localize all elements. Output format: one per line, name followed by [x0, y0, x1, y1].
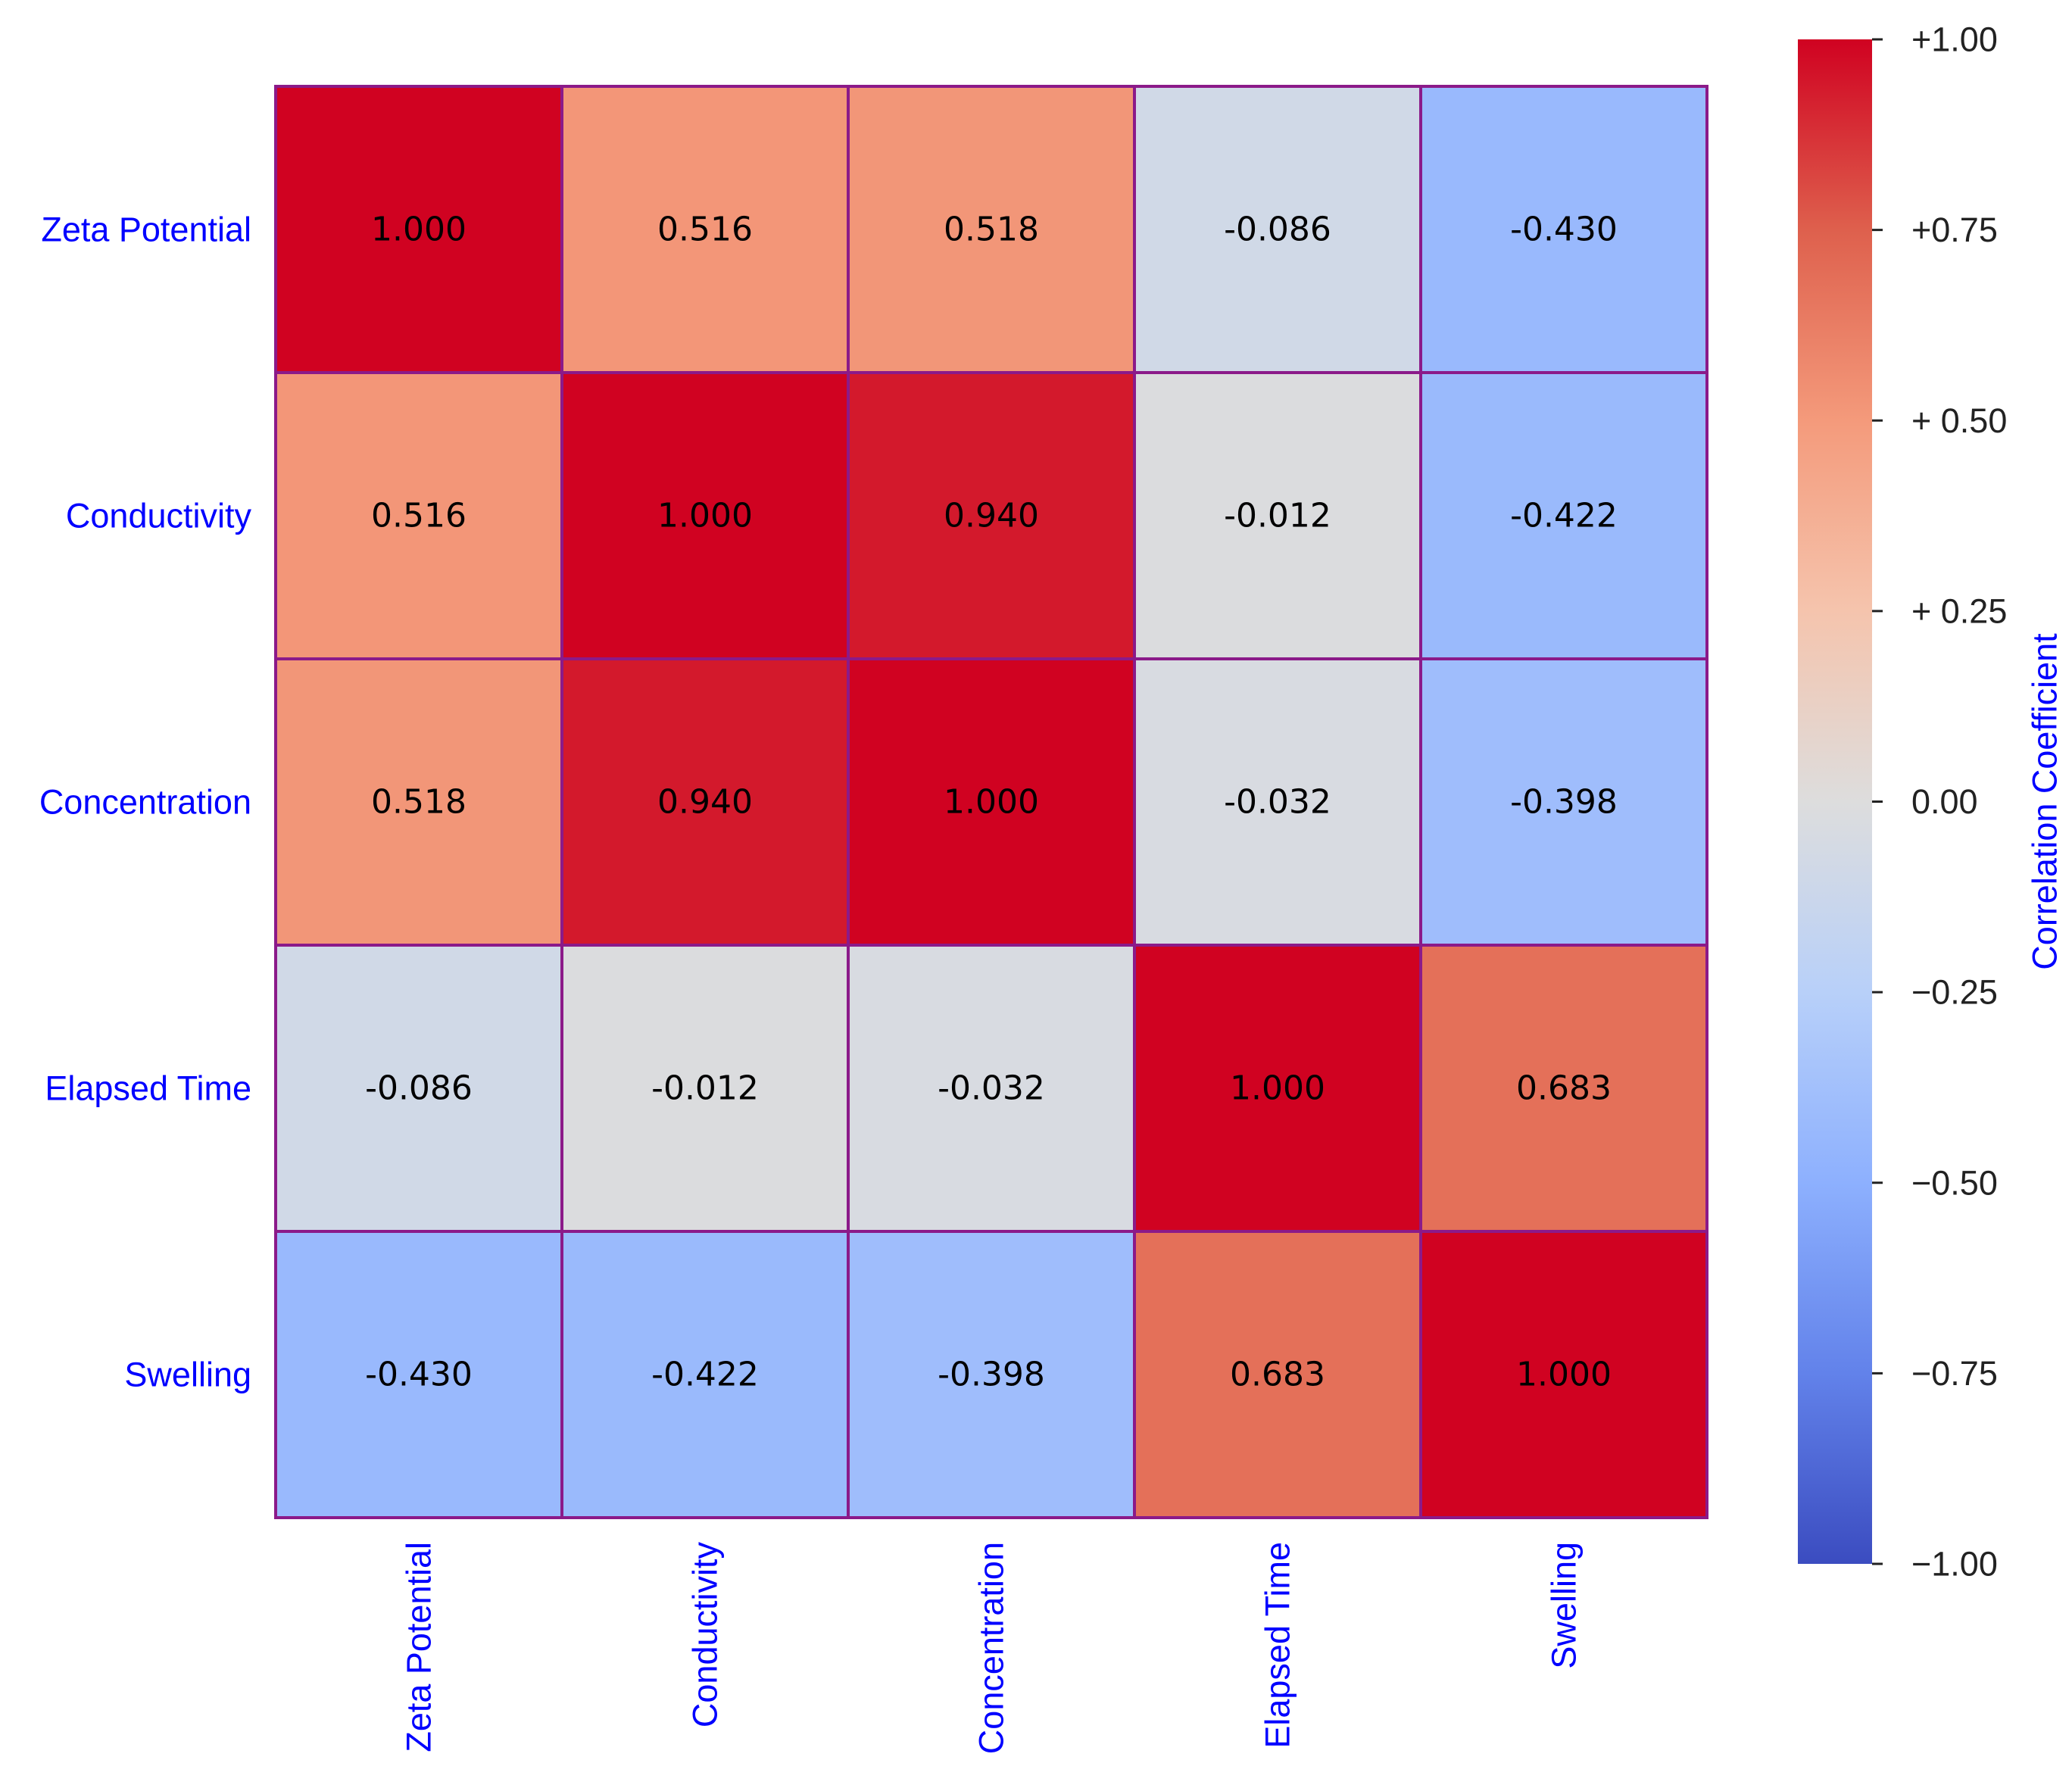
- row-label-1: Conductivity: [66, 497, 252, 535]
- column-labels: Zeta Potential Conductivity Concentration E…: [400, 1542, 1584, 1755]
- colorbar-tick-label-5: −0.25: [1911, 973, 1998, 1012]
- colorbar-ticks: +1.00 +0.75 + 0.50 + 0.25 0.00 −0.25 −0.50 −0.7…: [1872, 20, 2007, 1584]
- cell-value-r4-c1: -0.422: [651, 1356, 759, 1394]
- heatmap-cell-r1-c2: [847, 371, 1136, 660]
- heatmap-cell-r2-c1: [560, 657, 850, 947]
- cell-value-r1-c3: -0.012: [1224, 497, 1331, 535]
- heatmap-cell-r3-c1: [560, 944, 850, 1233]
- cell-value-r0-c1: 0.516: [657, 211, 753, 249]
- heatmap-cell-r0-c0: [274, 85, 563, 374]
- cell-value-r1-c0: 0.516: [371, 497, 467, 535]
- heatmap-cell-r2-c4: [1419, 657, 1708, 947]
- cell-value-r4-c3: 0.683: [1230, 1356, 1325, 1394]
- heatmap-cell-r4-c0: [274, 1230, 563, 1519]
- cell-value-r3-c1: -0.012: [651, 1069, 759, 1108]
- cell-value-r0-c4: -0.430: [1510, 211, 1618, 249]
- colorbar-tick-label-3: + 0.25: [1911, 591, 2007, 630]
- cell-value-r2-c3: -0.032: [1224, 783, 1331, 822]
- heatmap-cell-r3-c4: [1419, 944, 1708, 1233]
- heatmap-cell-r4-c4: [1419, 1230, 1708, 1519]
- cell-value-r3-c4: 0.683: [1516, 1069, 1612, 1108]
- cell-value-r2-c1: 0.940: [657, 783, 753, 822]
- cell-value-r1-c1: 1.000: [657, 497, 753, 535]
- row-labels: Zeta Potential Conductivity Concentration E…: [39, 211, 252, 1394]
- colorbar-tick-label-4: 0.00: [1911, 782, 1978, 821]
- heatmap-cell-r4-c1: [560, 1230, 850, 1519]
- cell-value-r0-c0: 1.000: [371, 211, 467, 249]
- column-label-2: Concentration: [972, 1542, 1011, 1754]
- heatmap-cell-r1-c4: [1419, 371, 1708, 660]
- cell-value-r4-c4: 1.000: [1516, 1356, 1612, 1394]
- cell-value-r0-c3: -0.086: [1224, 211, 1331, 249]
- heatmap-cell-r3-c0: [274, 944, 563, 1233]
- colorbar-tick-label-7: −0.75: [1911, 1354, 1998, 1393]
- heatmap-cell-r3-c3: [1133, 944, 1422, 1233]
- heatmap-cell-r3-c2: [847, 944, 1136, 1233]
- row-label-0: Zeta Potential: [41, 211, 251, 249]
- colorbar-tick-label-1: +0.75: [1911, 211, 1998, 249]
- column-label-0: Zeta Potential: [400, 1542, 438, 1752]
- cell-value-r1-c2: 0.940: [944, 497, 1039, 535]
- colorbar-gradient: [1798, 39, 1872, 1564]
- row-label-3: Elapsed Time: [45, 1069, 251, 1108]
- cell-value-r3-c2: -0.032: [938, 1069, 1045, 1108]
- cell-value-r1-c4: -0.422: [1510, 497, 1618, 535]
- column-label-1: Conductivity: [686, 1542, 725, 1728]
- colorbar-tick-label-0: +1.00: [1911, 20, 1998, 59]
- cell-value-r4-c0: -0.430: [365, 1356, 473, 1394]
- cell-value-r2-c4: -0.398: [1510, 783, 1618, 822]
- cell-value-r2-c2: 1.000: [944, 783, 1039, 822]
- row-label-4: Swelling: [124, 1356, 251, 1394]
- colorbar: +1.00 +0.75 + 0.50 + 0.25 0.00 −0.25 −0.50 −0.7…: [1798, 20, 2064, 1584]
- cell-value-r3-c0: -0.086: [365, 1069, 473, 1108]
- cell-value-r3-c3: 1.000: [1230, 1069, 1325, 1108]
- column-label-3: Elapsed Time: [1259, 1542, 1297, 1749]
- heatmap-cell-r0-c2: [847, 85, 1136, 374]
- colorbar-title: Correlation Coefficient: [2026, 633, 2064, 970]
- heatmap-cell-r1-c0: [274, 371, 563, 660]
- heatmap-cell-r0-c1: [560, 85, 850, 374]
- heatmap-cell-r4-c2: [847, 1230, 1136, 1519]
- row-label-2: Concentration: [39, 783, 251, 822]
- column-label-4: Swelling: [1545, 1542, 1584, 1669]
- heatmap-cell-r0-c3: [1133, 85, 1422, 374]
- cell-value-r0-c2: 0.518: [944, 211, 1039, 249]
- heatmap-cell-r0-c4: [1419, 85, 1708, 374]
- colorbar-tick-label-2: + 0.50: [1911, 401, 2007, 440]
- cell-value-r2-c0: 0.518: [371, 783, 467, 822]
- colorbar-tick-label-8: −1.00: [1911, 1545, 1998, 1584]
- cell-value-r4-c2: -0.398: [938, 1356, 1045, 1394]
- colorbar-tick-label-6: −0.50: [1911, 1163, 1998, 1202]
- heatmap-cells: 1.000 0.516 0.518 -0.086 -0.430 0.516 1.000 0.9…: [274, 85, 1708, 1519]
- heatmap-cell-r2-c2: [847, 657, 1136, 947]
- heatmap-cell-r2-c3: [1133, 657, 1422, 947]
